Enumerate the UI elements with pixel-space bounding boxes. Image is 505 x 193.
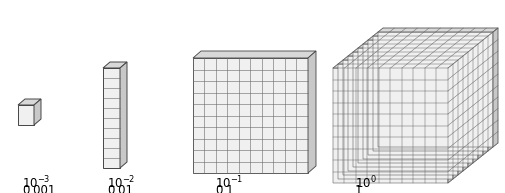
Polygon shape — [120, 62, 127, 168]
Bar — [362, 44, 477, 159]
Polygon shape — [362, 40, 482, 44]
Polygon shape — [482, 36, 487, 155]
Text: $10^{-1}$: $10^{-1}$ — [215, 175, 243, 192]
Polygon shape — [34, 99, 41, 125]
Polygon shape — [472, 44, 477, 163]
Polygon shape — [487, 32, 492, 151]
Text: $10^{-3}$: $10^{-3}$ — [22, 175, 50, 192]
Bar — [18, 105, 34, 125]
Polygon shape — [352, 48, 472, 52]
Polygon shape — [477, 40, 482, 159]
Polygon shape — [358, 44, 477, 48]
Polygon shape — [332, 64, 452, 68]
Text: 0.001: 0.001 — [22, 184, 55, 193]
Text: 0.1: 0.1 — [215, 184, 233, 193]
Polygon shape — [457, 56, 462, 175]
Bar — [367, 40, 482, 155]
Polygon shape — [192, 51, 316, 58]
Bar — [332, 68, 447, 183]
Polygon shape — [492, 28, 497, 147]
Polygon shape — [347, 52, 467, 56]
Text: $10^{0}$: $10^{0}$ — [355, 175, 376, 192]
Polygon shape — [372, 32, 492, 36]
Bar — [377, 32, 492, 147]
Polygon shape — [467, 48, 472, 167]
Polygon shape — [377, 28, 497, 32]
Bar — [337, 64, 452, 179]
Bar — [372, 36, 487, 151]
Text: $10^{-2}$: $10^{-2}$ — [107, 175, 135, 192]
Polygon shape — [337, 60, 457, 64]
Bar — [352, 52, 467, 167]
Polygon shape — [342, 56, 462, 60]
Text: 0.01: 0.01 — [107, 184, 133, 193]
Polygon shape — [103, 62, 127, 68]
Polygon shape — [447, 64, 452, 183]
Bar — [358, 48, 472, 163]
Polygon shape — [462, 52, 467, 171]
Polygon shape — [452, 60, 457, 179]
Bar — [342, 60, 457, 175]
Polygon shape — [367, 36, 487, 40]
Text: 1: 1 — [355, 184, 362, 193]
Polygon shape — [18, 99, 41, 105]
Bar — [347, 56, 462, 171]
Polygon shape — [308, 51, 316, 173]
Bar — [192, 58, 308, 173]
Bar — [103, 68, 120, 168]
